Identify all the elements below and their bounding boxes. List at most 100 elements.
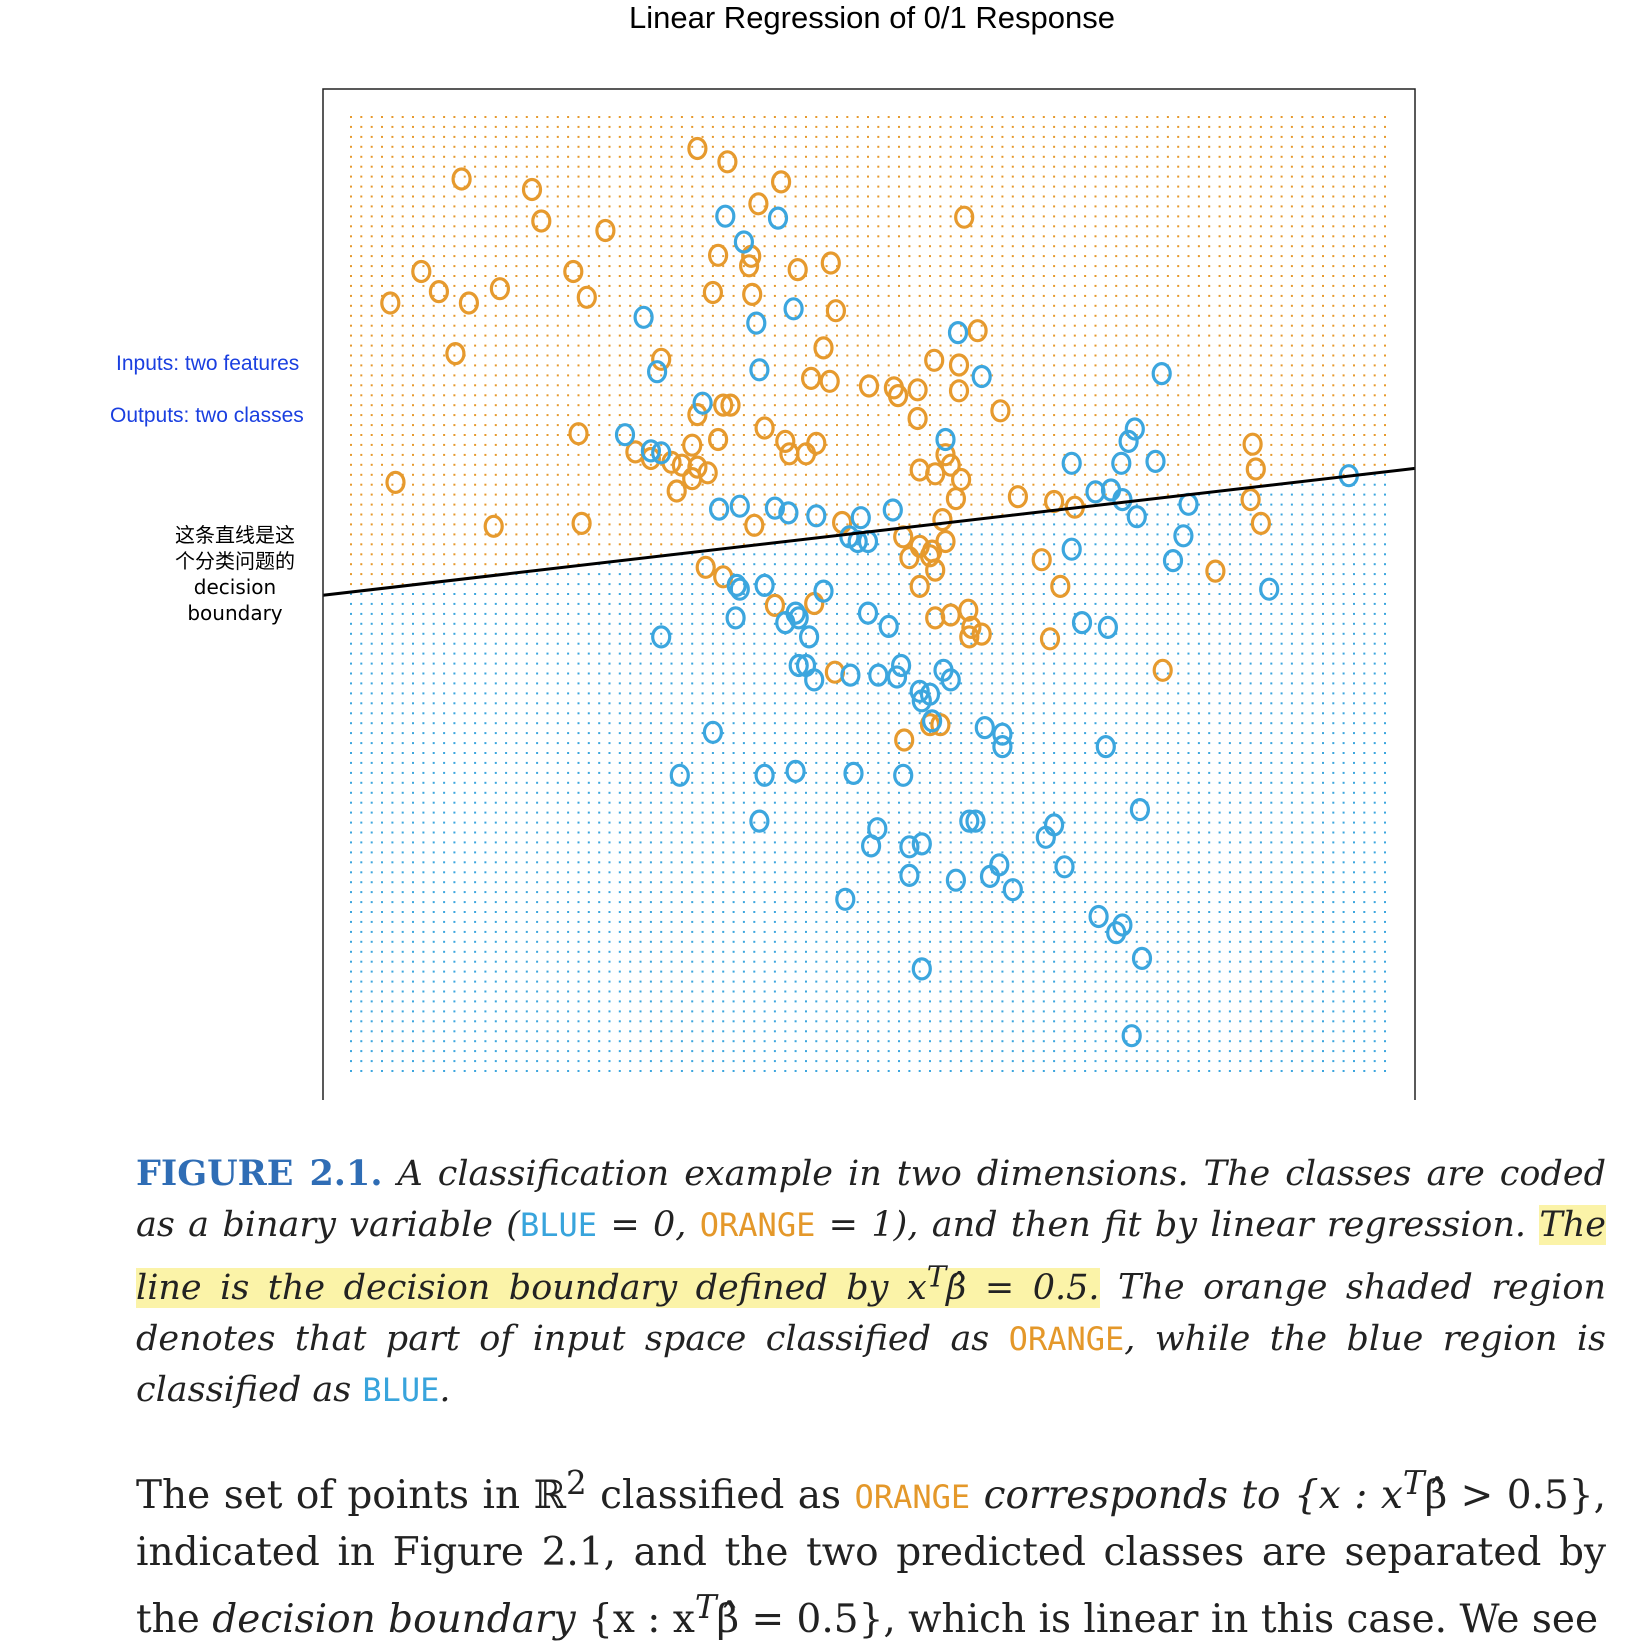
grid-dot: [711, 712, 714, 715]
grid-dot: [867, 771, 869, 774]
grid-dot: [846, 761, 849, 764]
grid-dot: [608, 1030, 611, 1033]
grid-dot: [784, 831, 787, 834]
grid-dot: [815, 175, 818, 178]
grid-dot: [825, 970, 828, 973]
grid-dot: [670, 761, 673, 764]
grid-dot: [825, 185, 828, 188]
grid-dot: [474, 553, 477, 556]
grid-dot: [350, 265, 352, 268]
grid-dot: [753, 781, 756, 784]
grid-dot: [618, 374, 621, 377]
grid-dot: [381, 265, 383, 268]
grid-dot: [784, 881, 787, 884]
grid-dot: [463, 284, 466, 287]
grid-dot: [753, 960, 756, 963]
grid-dot: [536, 602, 539, 605]
grid-dot: [722, 881, 725, 884]
grid-dot: [867, 970, 869, 973]
grid-dot: [422, 294, 425, 297]
grid-dot: [412, 185, 414, 188]
grid-dot: [825, 463, 828, 466]
grid-dot: [443, 205, 446, 208]
grid-dot: [608, 990, 611, 993]
grid-dot: [567, 990, 570, 993]
grid-dot: [691, 831, 694, 834]
grid-dot: [846, 145, 849, 148]
grid-dot: [670, 712, 673, 715]
grid-dot: [494, 1020, 497, 1023]
grid-dot: [649, 771, 652, 774]
grid-dot: [784, 145, 787, 148]
grid-dot: [401, 453, 404, 456]
grid-dot: [350, 871, 352, 874]
grid-dot: [381, 672, 383, 675]
grid-dot: [350, 593, 352, 595]
grid-dot: [846, 662, 849, 665]
grid-dot: [567, 871, 570, 874]
grid-dot: [412, 920, 414, 923]
grid-dot: [556, 841, 559, 844]
grid-dot: [567, 135, 570, 138]
grid-dot: [412, 344, 414, 347]
grid-dot: [711, 583, 714, 586]
grid-dot: [680, 374, 683, 377]
grid-dot: [742, 722, 745, 725]
grid-dot: [691, 493, 694, 496]
grid-dot: [598, 682, 601, 685]
grid-dot: [556, 712, 559, 715]
grid-dot: [670, 513, 673, 516]
grid-dot: [412, 662, 414, 665]
grid-dot: [670, 901, 673, 904]
grid-dot: [815, 742, 818, 745]
grid-dot: [443, 781, 446, 784]
grid-dot: [763, 861, 766, 864]
grid-dot: [484, 245, 487, 248]
grid-dot: [856, 612, 859, 615]
grid-dot: [484, 314, 487, 317]
grid-dot: [732, 275, 735, 277]
grid-dot: [370, 324, 373, 327]
grid-dot: [505, 434, 508, 436]
grid-dot: [370, 712, 373, 715]
grid-dot: [598, 1010, 601, 1013]
grid-dot: [422, 612, 425, 615]
grid-dot: [680, 970, 683, 973]
grid-dot: [515, 622, 518, 625]
grid-dot: [867, 483, 869, 486]
grid-dot: [680, 722, 683, 725]
grid-dot: [608, 642, 611, 645]
grid-dot: [587, 1000, 590, 1003]
grid-dot: [732, 1040, 735, 1043]
grid-dot: [443, 314, 446, 317]
grid-dot: [567, 483, 570, 486]
grid-dot: [649, 304, 652, 307]
grid-dot: [639, 752, 642, 754]
grid-dot: [784, 116, 787, 118]
grid-dot: [639, 1000, 642, 1003]
grid-dot: [422, 195, 425, 198]
grid-dot: [391, 453, 394, 456]
grid-dot: [453, 672, 456, 675]
grid-dot: [773, 563, 776, 566]
grid-dot: [370, 185, 373, 188]
grid-dot: [825, 473, 828, 476]
grid-dot: [722, 215, 725, 218]
grid-dot: [412, 215, 414, 218]
grid-dot: [732, 970, 735, 973]
grid-dot: [618, 1010, 621, 1013]
grid-dot: [701, 583, 704, 586]
grid-dot: [381, 334, 383, 337]
grid-dot: [484, 1040, 487, 1043]
grid-dot: [794, 255, 797, 258]
grid-dot: [443, 632, 446, 635]
grid-dot: [370, 364, 373, 367]
grid-dot: [639, 761, 642, 764]
grid-dot: [794, 314, 797, 317]
grid-dot: [515, 195, 518, 198]
grid-dot: [691, 344, 694, 347]
grid-dot: [867, 841, 869, 844]
grid-dot: [453, 155, 456, 158]
grid-dot: [505, 612, 508, 615]
grid-dot: [391, 185, 394, 188]
